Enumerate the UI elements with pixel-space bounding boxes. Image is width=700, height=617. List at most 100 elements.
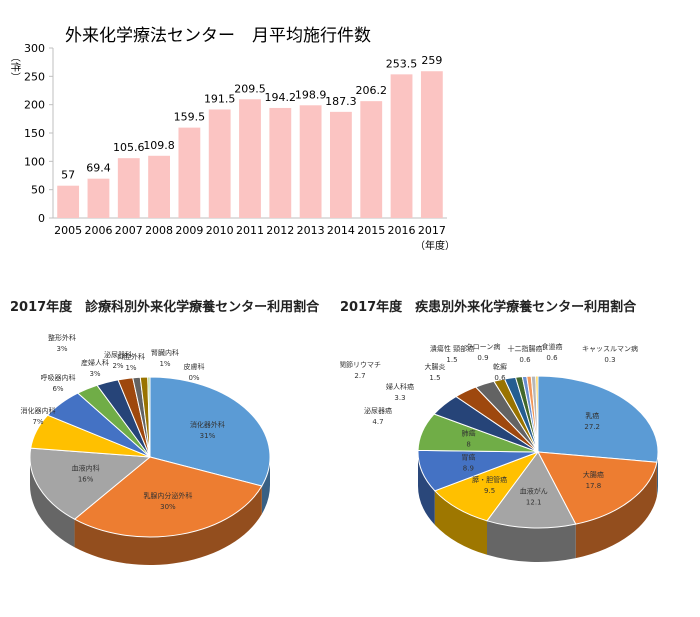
pie-value-食道癌: 0.6: [546, 354, 558, 362]
pie-label-乳癌: 乳癌: [585, 411, 599, 420]
pie-slice-キャッスルマン病: [535, 375, 539, 453]
pie-value-乳癌: 27.2: [584, 423, 600, 431]
x-tick-label: 2010: [206, 224, 234, 237]
bar-2009: [178, 127, 201, 218]
pie-side-血液がん: [487, 520, 576, 562]
pie-label-産婦人科: 産婦人科: [81, 358, 109, 367]
pie-label-大腸癌: 大腸癌: [583, 470, 604, 479]
pie-label-血液内科: 血液内科: [72, 464, 100, 473]
pie-value-クローン病: 0.9: [477, 354, 488, 362]
pie-label-腎臓内科: 腎臓内科: [151, 348, 179, 357]
pie-value-口腔外科: 1%: [125, 364, 136, 372]
bar-2017: [420, 71, 443, 218]
bar-value-label: 57: [61, 169, 75, 182]
bar-value-label: 253.5: [386, 57, 418, 70]
bar-2006: [87, 178, 110, 218]
x-tick-label: 2007: [115, 224, 143, 237]
pie-value-膵・胆管癌: 9.5: [484, 487, 495, 495]
pie-label-クローン病: クローン病: [466, 342, 501, 351]
pie-value-大腸炎: 1.5: [429, 374, 440, 382]
x-tick-label: 2015: [357, 224, 385, 237]
bar-value-label: 187.3: [325, 95, 357, 108]
pie-label-潰瘍性 頸部癌: 潰瘍性 頸部癌: [430, 344, 474, 353]
bar-value-label: 69.4: [86, 162, 111, 175]
pie-label-乾癬: 乾癬: [493, 362, 507, 371]
pie-value-整形外科: 3%: [56, 345, 67, 353]
pie-chart-disease: 乳癌 27.2 大腸癌 17.8 血液がん 12.1 膵・胆管癌 9.5 胃癌 8.9 肺癌 8 泌尿器…: [340, 342, 659, 562]
pie-value-乳腺内分泌外科: 30%: [160, 503, 176, 511]
pie2-title: 2017年度 疾患別外来化学療養センター利用割合: [340, 300, 637, 315]
bar-chart: 外来化学療法センター 月平均施行件数 （件） 0 50 100 150 200 250 300 5…: [9, 26, 455, 252]
pie-side-乳腺内分泌外科: [74, 486, 262, 565]
pie-value-血液がん: 12.1: [526, 499, 542, 507]
pie-label-泌尿器癌: 泌尿器癌: [364, 406, 392, 415]
pie-label-膵・胆管癌: 膵・胆管癌: [472, 475, 507, 484]
pie1-title: 2017年度 診療科別外来化学療養センター利用割合: [10, 300, 320, 315]
pie-value-十二指腸癌: 0.6: [519, 356, 531, 364]
pie-label-呼吸器内科: 呼吸器内科: [41, 373, 76, 382]
pie-side-膵・胆管癌: [434, 490, 488, 555]
bar-2010: [208, 109, 231, 218]
bar-value-label: 259: [421, 54, 442, 67]
pie-value-泌尿器科: 2%: [112, 362, 123, 370]
x-tick-label: 2011: [236, 224, 264, 237]
pie-label-整形外科: 整形外科: [48, 333, 76, 342]
pie-label-肺癌: 肺癌: [462, 429, 476, 438]
bar-2014: [330, 111, 352, 218]
pie-value-大腸癌: 17.8: [586, 482, 602, 490]
bar-2011: [239, 99, 261, 218]
pie-value-キャッスルマン病: 0.3: [604, 356, 615, 364]
pie-slice-皮膚科: [147, 376, 151, 458]
bar-2016: [390, 74, 413, 218]
bar-value-label: 109.8: [143, 139, 175, 152]
pie-value-関節リウマチ: 2.7: [354, 372, 365, 380]
pie-value-呼吸器内科: 6%: [52, 385, 63, 393]
bar-2013: [299, 105, 322, 218]
x-tick-label: 2016: [388, 224, 416, 237]
bar-value-label: 191.5: [204, 92, 236, 105]
pie-label-関節リウマチ: 関節リウマチ: [340, 360, 381, 369]
y-tick-label: 100: [24, 155, 45, 168]
pie-side-消化器外科: [261, 457, 270, 515]
pie-label-血液がん: 血液がん: [520, 487, 548, 496]
pie-side-胃癌: [418, 452, 435, 525]
pie-value-胃癌: 8.9: [463, 465, 474, 473]
bar-value-label: 206.2: [355, 84, 387, 97]
bar-value-label: 105.6: [113, 141, 145, 154]
pie-label-婦人科癌: 婦人科癌: [386, 382, 414, 391]
pie-label-消化器内科: 消化器内科: [21, 406, 56, 415]
bar-value-label: 198.9: [295, 88, 327, 101]
pie-slice-大腸癌: [537, 451, 658, 525]
y-axis-label: （件）: [9, 52, 21, 82]
pie-slice-乳腺内分泌外科: [73, 456, 263, 538]
x-tick-label: 2008: [145, 224, 173, 237]
bar-value-label: 194.2: [265, 91, 297, 104]
pie-value-産婦人科: 3%: [89, 370, 100, 378]
pie-slice-血液内科: [29, 447, 152, 520]
pie-value-潰瘍性 頸部癌: 1.5: [446, 356, 457, 364]
y-tick-label: 200: [24, 99, 45, 112]
pie-label-乳腺内分泌外科: 乳腺内分泌外科: [143, 491, 192, 500]
pie-slice-乳癌: [537, 375, 659, 463]
x-tick-label: 2012: [266, 224, 294, 237]
pie-value-泌尿器癌: 4.7: [372, 418, 383, 426]
pie-label-口腔外科: 口腔外科: [117, 352, 145, 361]
pie-label-泌尿器科: 泌尿器科: [104, 350, 132, 359]
pie-label-食道癌: 食道癌: [542, 342, 563, 351]
bar-value-label: 209.5: [234, 82, 266, 95]
y-tick-label: 0: [38, 212, 45, 225]
pie-value-消化器内科: 7%: [32, 418, 43, 426]
pie-value-血液内科: 16%: [78, 476, 94, 484]
pie-value-肺癌: 8: [466, 441, 470, 449]
bar-2008: [148, 155, 170, 218]
pie-value-皮膚科: 0%: [188, 374, 199, 382]
pie-label-大腸炎: 大腸炎: [425, 362, 446, 371]
bar-chart-title: 外来化学療法センター 月平均施行件数: [65, 26, 371, 46]
pie-slice-血液がん: [486, 451, 577, 529]
y-tick-label: 300: [24, 42, 45, 55]
x-tick-label: 2017: [418, 224, 446, 237]
bar-2007: [117, 158, 140, 218]
x-tick-label: 2013: [297, 224, 325, 237]
pie-value-婦人科癌: 3.3: [394, 394, 405, 402]
